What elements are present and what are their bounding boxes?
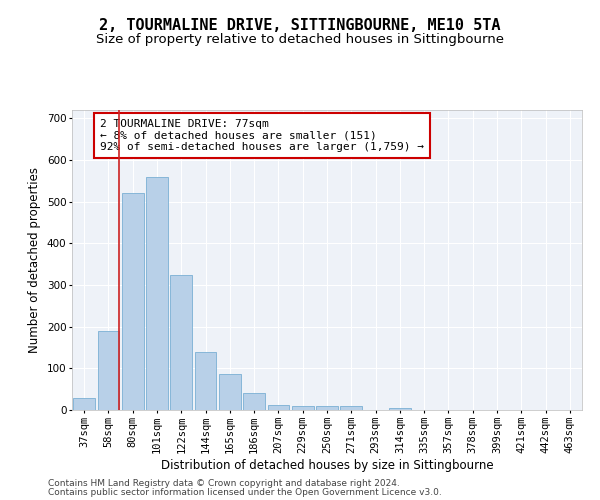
Bar — [146, 176, 168, 410]
Text: 2, TOURMALINE DRIVE, SITTINGBOURNE, ME10 5TA: 2, TOURMALINE DRIVE, SITTINGBOURNE, ME10… — [99, 18, 501, 32]
Bar — [340, 406, 362, 410]
Text: 2 TOURMALINE DRIVE: 77sqm
← 8% of detached houses are smaller (151)
92% of semi-: 2 TOURMALINE DRIVE: 77sqm ← 8% of detach… — [100, 119, 424, 152]
Text: Size of property relative to detached houses in Sittingbourne: Size of property relative to detached ho… — [96, 32, 504, 46]
Bar — [292, 406, 314, 410]
Bar — [268, 405, 289, 410]
Text: Contains public sector information licensed under the Open Government Licence v3: Contains public sector information licen… — [48, 488, 442, 497]
Bar — [73, 398, 95, 410]
Bar — [219, 374, 241, 410]
Bar — [194, 352, 217, 410]
X-axis label: Distribution of detached houses by size in Sittingbourne: Distribution of detached houses by size … — [161, 458, 493, 471]
Bar — [243, 394, 265, 410]
Bar — [97, 331, 119, 410]
Bar — [316, 406, 338, 410]
Bar — [389, 408, 411, 410]
Text: Contains HM Land Registry data © Crown copyright and database right 2024.: Contains HM Land Registry data © Crown c… — [48, 479, 400, 488]
Y-axis label: Number of detached properties: Number of detached properties — [28, 167, 41, 353]
Bar — [122, 194, 143, 410]
Bar — [170, 274, 192, 410]
